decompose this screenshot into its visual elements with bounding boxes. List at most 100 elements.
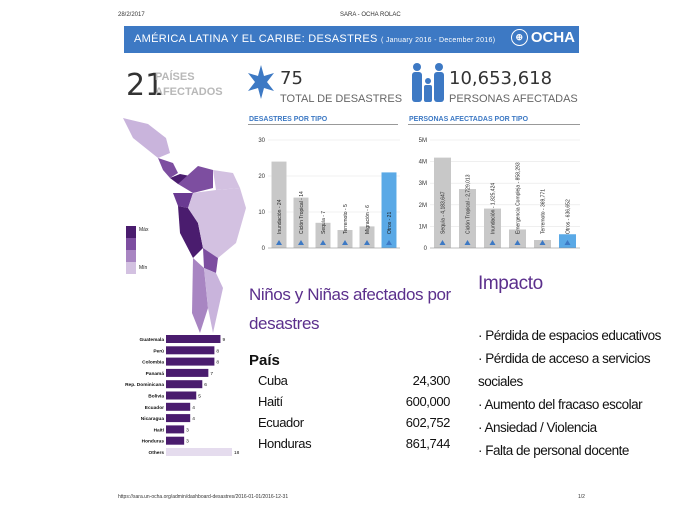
country-name: Cuba xyxy=(258,373,288,388)
bar-label: Otros - 636,652 xyxy=(566,199,572,234)
country-bar-value: 3 xyxy=(186,439,189,445)
bar-label: Inundación - 24 xyxy=(277,199,283,234)
people-icon xyxy=(412,63,444,102)
country-bar-value: 3 xyxy=(186,427,189,433)
legend-swatch-3 xyxy=(126,250,136,262)
bar xyxy=(381,172,397,248)
country-bar xyxy=(166,414,191,423)
country-bar xyxy=(166,335,221,343)
country-bar-value: 6 xyxy=(204,382,207,388)
y-tick-label: 5M xyxy=(419,138,427,144)
impact-item: · Aumento del fracaso escolar xyxy=(478,397,643,412)
print-date: 28/2/2017 xyxy=(118,12,145,18)
bar xyxy=(509,229,526,248)
chart-people-by-type: 0 1M 2M 3M 4M 5M Sequía - 4,183,647 Ciclón Trop… xyxy=(419,138,580,252)
countries-count: 21 xyxy=(126,68,165,103)
bar-label: Ciclón Tropical - 2,729,013 xyxy=(466,174,472,234)
impact-item: · Pérdida de acceso a servicios sociales xyxy=(478,351,651,389)
y-tick-label: 10 xyxy=(258,210,265,216)
disaster-type-icon xyxy=(564,240,571,245)
bar xyxy=(271,161,287,248)
impact-item: · Falta de personal docente xyxy=(478,443,629,458)
country-bar-label: Colombia xyxy=(142,360,164,366)
country-bar-label: Rep. Dominicana xyxy=(125,382,164,388)
disaster-type-icon xyxy=(539,240,546,245)
country-bar xyxy=(166,357,215,366)
un-emblem-icon: ⊕ xyxy=(510,29,528,46)
chart-people-rule xyxy=(408,124,580,125)
impact-list: · Pérdida de espacios educativos · Pérdi… xyxy=(478,324,683,462)
impact-title: Impacto xyxy=(478,273,543,294)
bar-label: Terremoto - 369,771 xyxy=(541,189,547,234)
chart-country-ranking: Guatemala 9 Perú 8 Colombia 8 Panamá 7 Rep. Domi… xyxy=(125,335,240,456)
country-bar xyxy=(166,448,232,456)
y-tick-label: 0 xyxy=(262,246,266,252)
country-bar xyxy=(166,402,191,411)
people-label: PERSONAS AFECTADAS xyxy=(449,93,578,105)
country-bar xyxy=(166,391,197,400)
disasters-total: 75 xyxy=(280,68,303,89)
legend-swatch-max xyxy=(126,226,136,238)
legend-swatch-2 xyxy=(126,238,136,250)
country-value: 600,000 xyxy=(405,394,451,409)
country-bar-value: 4 xyxy=(192,405,195,411)
country-name: Haití xyxy=(258,394,283,409)
y-tick-label: 4M xyxy=(419,160,427,166)
country-bar-value: 8 xyxy=(216,360,219,366)
legend-swatch-min xyxy=(126,262,136,274)
latam-map xyxy=(123,118,246,333)
countries-label-2: AFECTADOS xyxy=(155,86,223,98)
impact-item: · Pérdida de espacios educativos xyxy=(478,328,661,343)
bar xyxy=(484,208,501,248)
y-tick-label: 3M xyxy=(419,181,427,187)
impact-item: · Ansiedad / Violencia xyxy=(478,420,597,435)
bar-label: Migración - 6 xyxy=(365,205,371,234)
people-total: 10,653,618 xyxy=(449,68,553,89)
bar xyxy=(434,157,451,248)
country-bar-value: 4 xyxy=(192,416,195,422)
chart-disasters-title: DESASTRES POR TIPO xyxy=(249,116,328,123)
country-bar-value: 7 xyxy=(210,371,213,377)
bar xyxy=(337,230,353,248)
bar-label: Terremoto - 5 xyxy=(343,204,349,234)
country-column-header: País xyxy=(249,352,280,369)
bar xyxy=(293,197,309,248)
country-bar xyxy=(166,368,209,377)
disaster-type-icon xyxy=(464,240,471,245)
disasters-label: TOTAL DE DESASTRES xyxy=(280,93,403,105)
country-value: 24,300 xyxy=(412,373,451,388)
bar-label: Inundación - 1,825,424 xyxy=(491,183,497,234)
country-bar-label: Panamá xyxy=(146,371,165,377)
country-value: 861,744 xyxy=(405,436,451,451)
bar-label: Emergencia Compleja - 858,293 xyxy=(516,162,522,234)
country-bar-value: 9 xyxy=(222,337,225,343)
disaster-type-icon xyxy=(276,240,282,245)
bar-label: Otros - 21 xyxy=(387,212,393,234)
country-bar-label: Perú xyxy=(153,348,164,354)
bar-label: Sequía - 4,183,647 xyxy=(441,191,447,234)
y-tick-label: 2M xyxy=(419,203,427,209)
country-name: Honduras xyxy=(258,436,312,451)
chart-disasters-rule xyxy=(248,124,398,125)
legend-max-label: Máx xyxy=(139,227,149,233)
country-bar-label: Haití xyxy=(154,427,165,433)
y-tick-label: 0 xyxy=(424,246,428,252)
country-bar xyxy=(166,425,185,434)
disaster-type-icon xyxy=(489,240,496,245)
ocha-brand: ⊕ OCHA xyxy=(510,29,575,46)
disaster-type-icon xyxy=(342,240,348,245)
countries-label-1: PAÍSES xyxy=(155,71,195,83)
country-bar-label: Guatemala xyxy=(139,337,164,343)
disaster-type-icon xyxy=(439,240,446,245)
bar xyxy=(315,222,331,248)
country-bar xyxy=(166,436,185,445)
bar-label: Sequía - 7 xyxy=(321,211,327,234)
bar-label: Ciclón Tropical - 14 xyxy=(299,191,305,234)
country-bar xyxy=(166,380,203,389)
ocha-wordmark: OCHA xyxy=(530,29,575,46)
footer-url: https://sara.un-ocha.org/admin/dashboard… xyxy=(118,494,289,500)
country-bar-label: Others xyxy=(149,450,165,456)
banner-period: ( January 2016 - December 2016) xyxy=(380,37,496,44)
legend-min-label: Mín xyxy=(139,265,148,271)
footer-page: 1/2 xyxy=(578,494,585,500)
